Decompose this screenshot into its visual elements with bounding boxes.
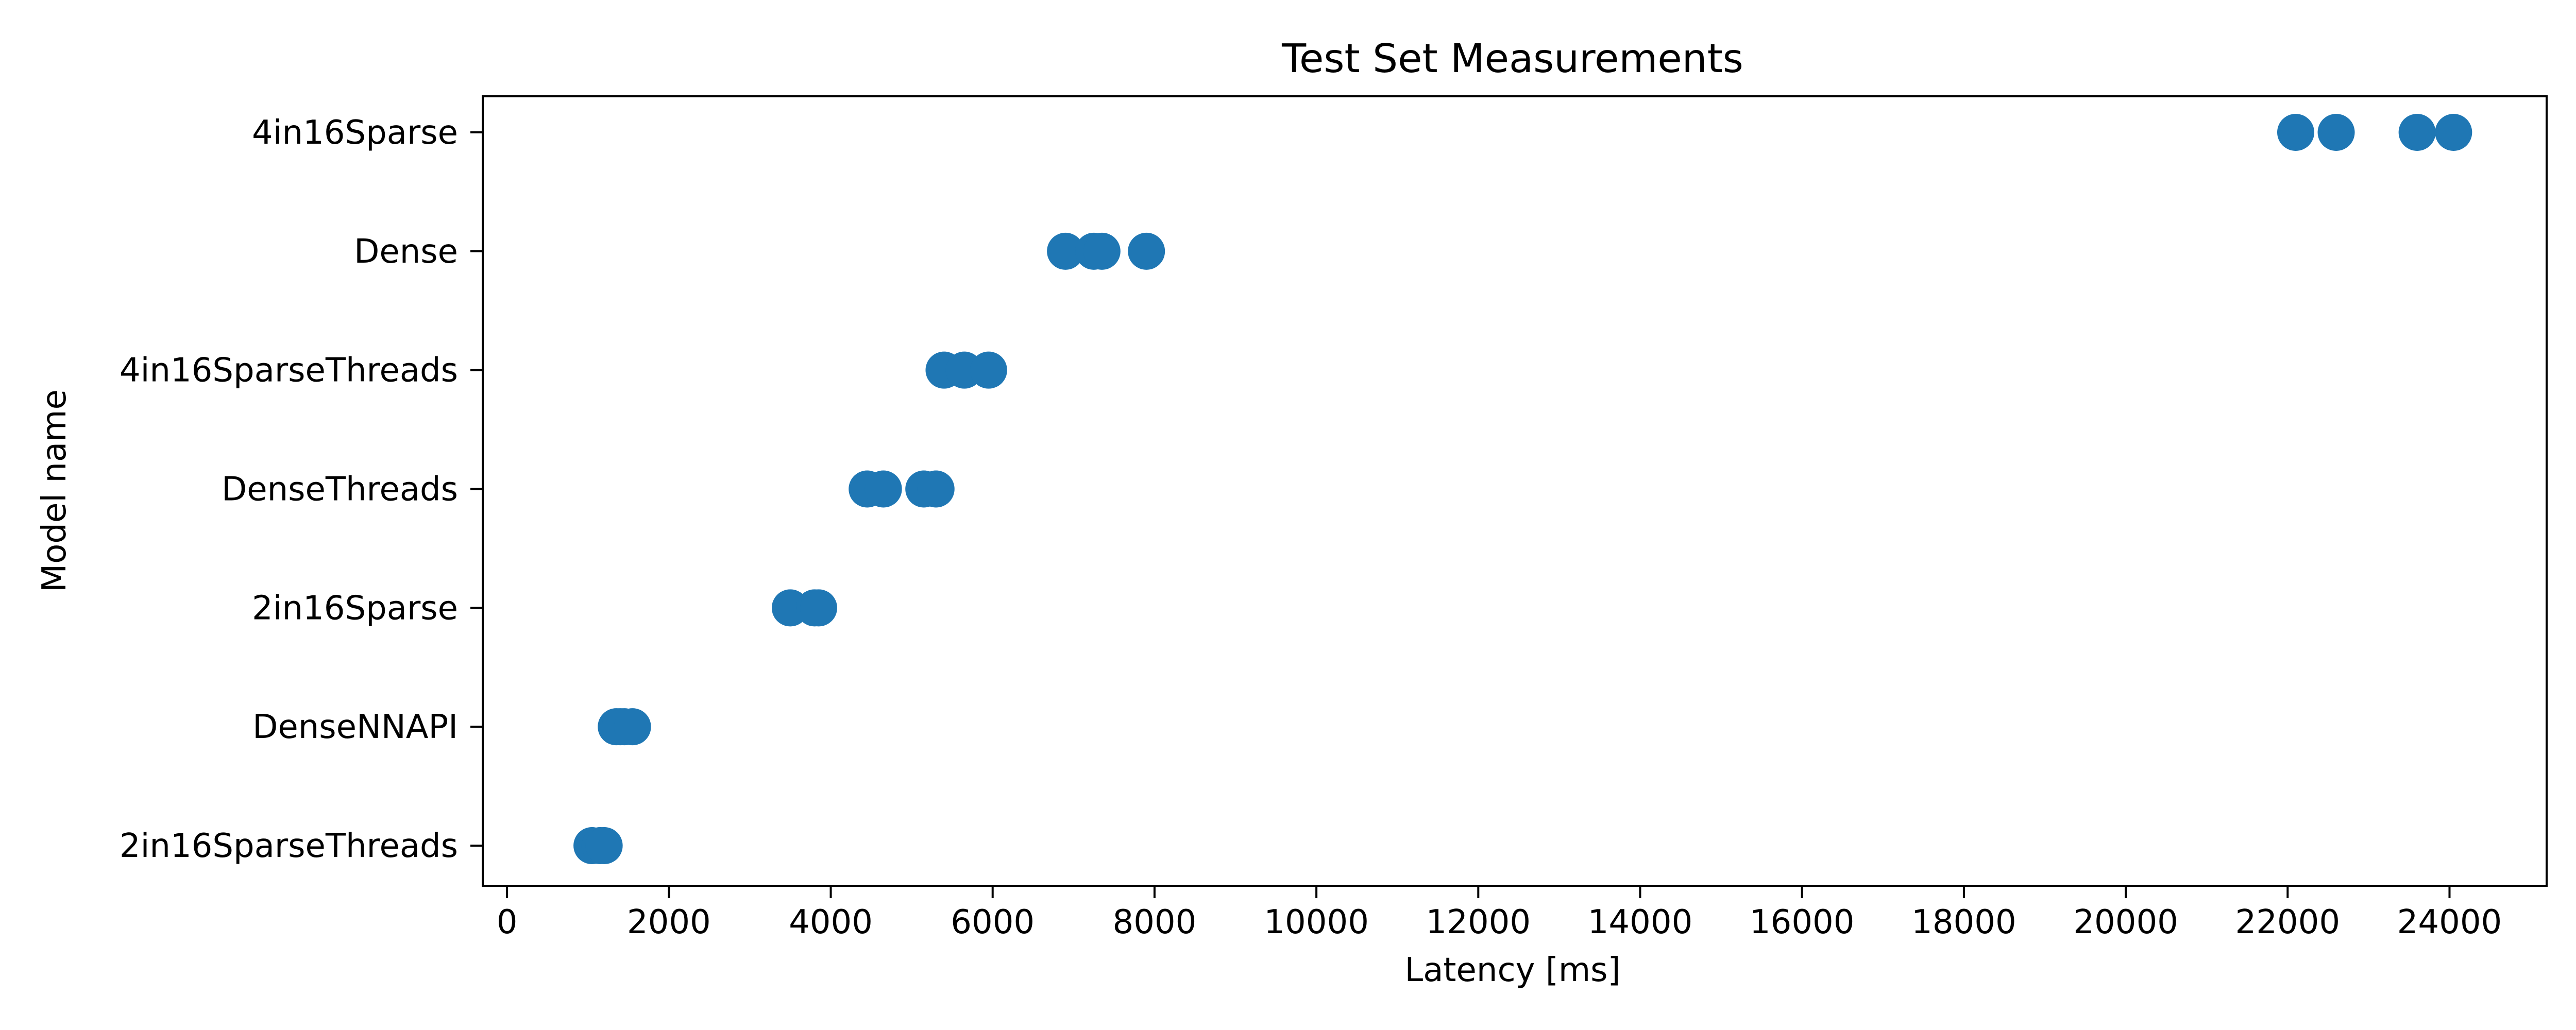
x-tick-label: 0: [497, 903, 518, 941]
y-axis-ticks: 4in16Sparse Dense 4in16SparseThreads DenseT…: [120, 114, 483, 865]
y-tick-label-densethreads: DenseThreads: [222, 471, 458, 509]
x-axis-label: Latency [ms]: [1405, 951, 1621, 989]
data-point-4in16sparse: [2435, 114, 2472, 151]
y-tick-label-2in16sparsethreads: 2in16SparseThreads: [120, 827, 458, 865]
y-tick-label-4in16sparse: 4in16Sparse: [252, 114, 458, 152]
x-tick-label: 22000: [2235, 903, 2340, 941]
x-tick-label: 24000: [2397, 903, 2502, 941]
data-point-4in16sparse: [2277, 114, 2314, 151]
x-tick-label: 8000: [1112, 903, 1196, 941]
data-point-2in16sparsethreads: [585, 827, 623, 864]
data-point-4in16sparsethreads: [970, 351, 1007, 389]
plot-frame: [482, 95, 2548, 887]
x-tick-label: 20000: [2073, 903, 2178, 941]
x-axis-ticks: 0 2000 4000 6000 8000 10000 12000 14000 16000 180…: [497, 886, 2502, 941]
y-tick-label-dense: Dense: [354, 233, 458, 271]
y-axis-label: Model name: [36, 389, 74, 592]
data-point-dense: [1083, 232, 1121, 270]
chart-title: Test Set Measurements: [1281, 36, 1743, 82]
data-point-2in16sparse: [800, 589, 837, 627]
x-tick-label: 14000: [1588, 903, 1693, 941]
data-points: [573, 114, 2472, 864]
data-point-4in16sparse: [2398, 114, 2436, 151]
x-tick-label: 18000: [1911, 903, 2016, 941]
y-tick-label-4in16sparsethreads: 4in16SparseThreads: [120, 352, 458, 390]
y-tick-label-2in16sparse: 2in16Sparse: [252, 589, 458, 627]
x-tick-label: 6000: [951, 903, 1035, 941]
data-point-dense: [1128, 232, 1165, 270]
x-tick-label: 16000: [1750, 903, 1855, 941]
x-tick-label: 2000: [627, 903, 711, 941]
y-tick-label-densennapi: DenseNNAPI: [252, 708, 458, 746]
x-tick-label: 10000: [1264, 903, 1369, 941]
data-point-dense: [1047, 232, 1084, 270]
data-point-4in16sparse: [2317, 114, 2355, 151]
data-point-densennapi: [614, 708, 651, 746]
x-tick-label: 4000: [789, 903, 873, 941]
data-point-densethreads: [865, 470, 902, 508]
data-point-densethreads: [917, 470, 955, 508]
x-tick-label: 12000: [1426, 903, 1531, 941]
